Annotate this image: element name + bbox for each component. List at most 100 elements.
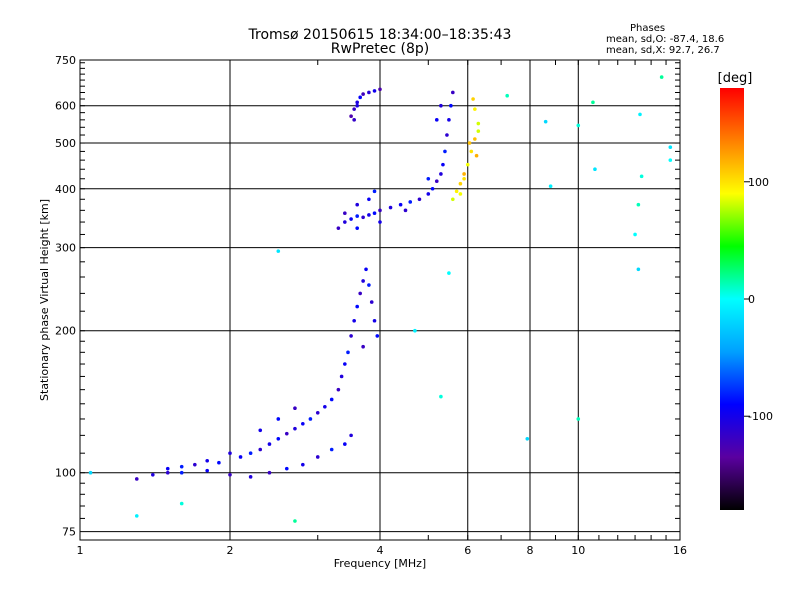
data-point (441, 162, 445, 167)
data-point (343, 442, 347, 446)
data-point (591, 100, 595, 105)
data-point (179, 470, 184, 475)
data-point (633, 232, 637, 237)
y-tick-label: 600 (55, 100, 76, 113)
data-point (205, 458, 209, 463)
data-point (329, 397, 334, 402)
data-point (336, 387, 341, 392)
chart-title-line1: Tromsø 20150615 18:34:00–18:35:43 (248, 27, 512, 43)
data-point (403, 208, 408, 213)
data-point (505, 93, 509, 98)
data-point (88, 470, 93, 475)
y-axis-label: Stationary phase Virtual Height [km] (38, 199, 51, 401)
data-point (179, 464, 184, 469)
data-point (238, 455, 243, 459)
data-point (388, 205, 393, 210)
data-point (349, 217, 353, 221)
data-point (458, 181, 463, 186)
phase-stats-x: mean, sd,X: 92.7, 26.7 (606, 45, 720, 56)
x-axis-label: Frequency [MHz] (334, 557, 426, 570)
colorbar-gradient (720, 88, 744, 510)
data-point (367, 283, 371, 287)
data-point (576, 417, 581, 421)
x-tick-label: 8 (527, 544, 534, 557)
data-point (451, 197, 455, 202)
data-point (372, 318, 377, 323)
data-point (668, 145, 673, 149)
grid (80, 60, 680, 540)
colorbar-label: [deg] (718, 71, 753, 86)
data-point (378, 87, 382, 92)
data-point (349, 433, 353, 438)
data-point (339, 374, 344, 379)
data-point (473, 137, 477, 141)
data-point (473, 107, 477, 111)
data-point (165, 470, 170, 475)
data-point (293, 406, 297, 411)
data-point (355, 214, 359, 218)
data-point (443, 149, 447, 154)
data-point (343, 220, 347, 224)
y-tick-label: 750 (55, 54, 76, 67)
data-point (454, 189, 459, 194)
data-point (267, 442, 272, 446)
data-point (378, 208, 382, 213)
data-point (426, 176, 431, 181)
colorbar-tick-label: -100 (748, 410, 773, 423)
x-tick-label: 16 (673, 544, 687, 557)
data-point (525, 437, 530, 441)
data-point (343, 211, 347, 216)
data-point (543, 119, 548, 124)
data-point (449, 103, 453, 108)
data-point (430, 186, 435, 191)
data-point (228, 451, 232, 455)
data-point (469, 149, 474, 154)
y-tick-label: 200 (55, 325, 76, 338)
data-point (548, 184, 553, 189)
data-point (659, 75, 664, 79)
data-point (471, 97, 475, 101)
colorbar-tick-label: 0 (748, 293, 755, 306)
data-point (267, 470, 272, 475)
data-point (165, 466, 170, 471)
data-point (358, 95, 362, 100)
data-point (358, 291, 362, 296)
data-point (258, 447, 263, 452)
data-point (372, 89, 377, 93)
x-tick-label: 1 (77, 544, 84, 557)
data-point (349, 114, 353, 119)
data-point (355, 100, 359, 105)
data-point (315, 455, 320, 459)
data-point (361, 215, 365, 220)
data-point (323, 404, 327, 409)
data-point (639, 174, 644, 179)
data-point (367, 197, 371, 202)
data-point (434, 179, 439, 184)
data-point (375, 334, 380, 338)
x-tick-label: 4 (377, 544, 384, 557)
data-point (367, 213, 371, 217)
data-point (413, 328, 417, 333)
data-point (276, 417, 281, 421)
y-tick-label: 400 (55, 183, 76, 196)
data-point (349, 334, 353, 338)
data-point (364, 267, 368, 272)
data-point (293, 519, 297, 523)
data-point (248, 475, 253, 479)
data-point (451, 90, 455, 95)
data-point (458, 192, 463, 196)
data-point (408, 200, 413, 204)
data-point (346, 350, 350, 355)
data-point (462, 172, 466, 176)
data-point (474, 153, 479, 158)
data-point (636, 202, 641, 207)
data-point (361, 344, 365, 349)
data-point (193, 462, 197, 467)
data-point (315, 410, 320, 415)
data-point (417, 197, 422, 202)
data-point (462, 176, 466, 181)
data-point (361, 279, 365, 283)
y-tick-label: 500 (55, 137, 76, 150)
data-point (276, 437, 281, 441)
